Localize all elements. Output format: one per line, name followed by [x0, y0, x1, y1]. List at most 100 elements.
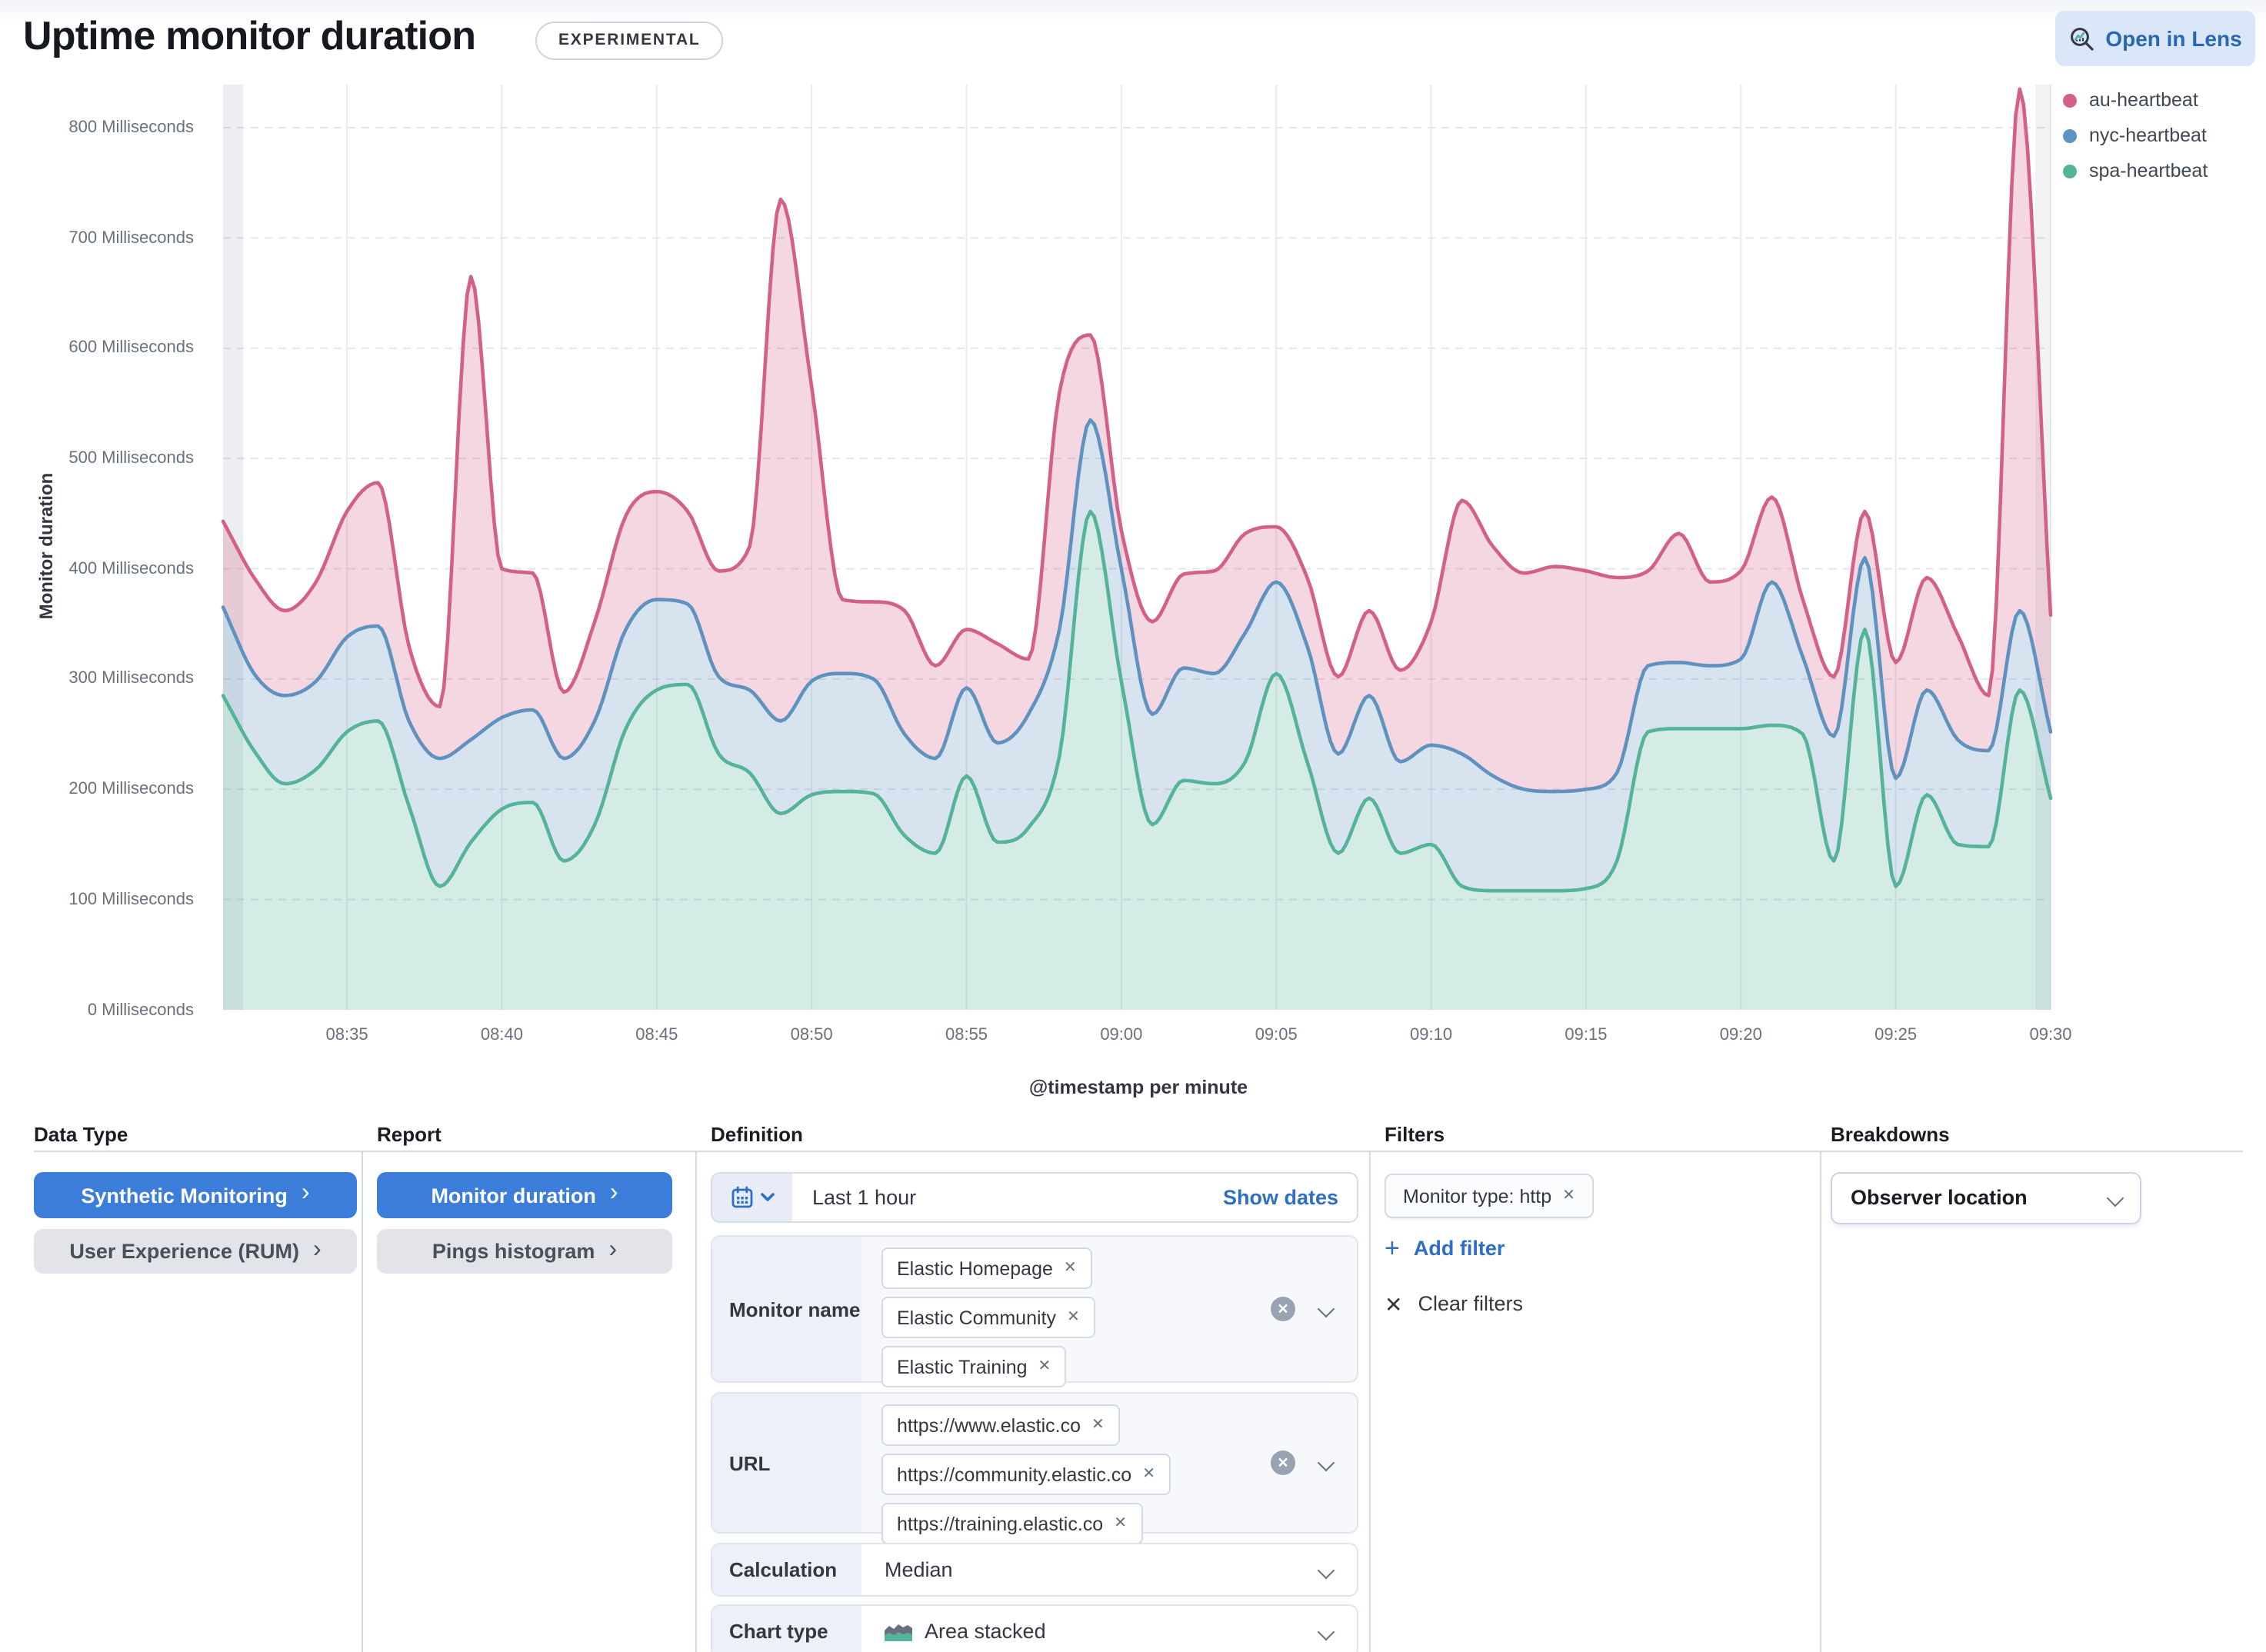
chart-type-value: Area stacked	[925, 1620, 1046, 1643]
chevron-right-icon: ›	[313, 1237, 322, 1262]
x-tick-label: 08:45	[608, 1025, 706, 1044]
legend-label: nyc-heartbeat	[2089, 125, 2207, 146]
data-type-user-experience-button[interactable]: User Experience (RUM) ›	[34, 1229, 357, 1274]
url-label: URL	[712, 1394, 861, 1532]
chevron-right-icon: ›	[610, 1181, 618, 1206]
calculation-value: Median	[885, 1544, 953, 1595]
report-header: Report	[377, 1123, 442, 1146]
chart-type-select[interactable]: Chart type Area stacked	[711, 1604, 1358, 1652]
chart-canvas[interactable]	[0, 68, 2266, 1083]
y-axis-title: Monitor duration	[35, 446, 57, 646]
column-divider	[695, 1152, 697, 1652]
calculation-label: Calculation	[712, 1544, 861, 1595]
date-picker[interactable]: Last 1 hour Show dates	[711, 1172, 1358, 1223]
badge-label: https://community.elastic.co	[897, 1464, 1131, 1485]
close-icon: ✕	[1385, 1293, 1402, 1314]
monitor-name-badge[interactable]: Elastic Training ✕	[881, 1346, 1066, 1387]
remove-badge-icon[interactable]: ✕	[1067, 1309, 1080, 1326]
legend-item-spa-heartbeat[interactable]: spa-heartbeat	[2063, 160, 2208, 182]
x-tick-label: 08:50	[762, 1025, 861, 1044]
monitor-name-combobox[interactable]: Monitor name Elastic Homepage ✕ Elastic C…	[711, 1235, 1358, 1383]
area-stacked-icon	[885, 1621, 912, 1641]
chart-legend: au-heartbeat nyc-heartbeat spa-heartbeat	[2063, 89, 2208, 182]
badge-label: https://training.elastic.co	[897, 1513, 1103, 1534]
url-combobox[interactable]: URL https://www.elastic.co ✕ https://comm…	[711, 1392, 1358, 1534]
x-tick-label: 09:30	[2001, 1025, 2100, 1044]
y-tick-label: 100 Milliseconds	[0, 891, 194, 909]
clear-selection-icon[interactable]: ✕	[1271, 1297, 1295, 1321]
uptime-duration-page: Uptime monitor duration EXPERIMENTAL Ope…	[0, 0, 2266, 1652]
remove-badge-icon[interactable]: ✕	[1091, 1417, 1105, 1434]
column-divider	[1369, 1152, 1371, 1652]
chevron-down-icon[interactable]	[1320, 1563, 1335, 1578]
url-badge[interactable]: https://training.elastic.co ✕	[881, 1503, 1142, 1544]
breakdown-select[interactable]: Observer location	[1831, 1172, 2141, 1224]
plus-icon: +	[1385, 1235, 1400, 1261]
chevron-down-icon	[2109, 1191, 2124, 1206]
x-tick-label: 09:00	[1072, 1025, 1171, 1044]
definition-header: Definition	[711, 1123, 803, 1146]
quick-select-button[interactable]	[712, 1174, 792, 1221]
x-tick-label: 09:15	[1537, 1025, 1635, 1044]
chevron-down-icon[interactable]	[1320, 1624, 1335, 1640]
show-dates-link[interactable]: Show dates	[1223, 1174, 1338, 1221]
y-tick-label: 800 Milliseconds	[0, 118, 194, 137]
chevron-down-icon[interactable]	[1320, 1455, 1335, 1470]
badge-label: https://www.elastic.co	[897, 1414, 1081, 1436]
breakdown-selected-value: Observer location	[1851, 1174, 2028, 1223]
uptime-duration-chart[interactable]: Monitor duration @timestamp per minute a…	[0, 68, 2266, 1114]
y-tick-label: 400 Milliseconds	[0, 560, 194, 578]
clear-filters-label: Clear filters	[1418, 1292, 1523, 1315]
time-range-value[interactable]: Last 1 hour	[812, 1174, 916, 1221]
remove-badge-icon[interactable]: ✕	[1064, 1260, 1077, 1277]
chart-type-label: Chart type	[712, 1606, 861, 1652]
page-title: Uptime monitor duration	[23, 12, 475, 60]
badge-label: Elastic Community	[897, 1307, 1056, 1328]
y-tick-label: 0 Milliseconds	[0, 1001, 194, 1019]
chevron-down-icon[interactable]	[1320, 1301, 1335, 1317]
remove-badge-icon[interactable]: ✕	[1142, 1466, 1155, 1483]
clear-selection-icon[interactable]: ✕	[1271, 1450, 1295, 1475]
button-label: Synthetic Monitoring	[81, 1184, 288, 1207]
remove-filter-icon[interactable]: ✕	[1562, 1187, 1575, 1204]
x-axis-title: @timestamp per minute	[677, 1077, 1600, 1098]
monitor-name-label: Monitor name	[712, 1237, 861, 1381]
x-tick-label: 08:40	[452, 1025, 551, 1044]
clear-filters-button[interactable]: ✕ Clear filters	[1385, 1292, 1523, 1315]
x-tick-label: 08:55	[918, 1025, 1016, 1044]
chevron-down-icon	[759, 1192, 775, 1203]
url-badge[interactable]: https://www.elastic.co ✕	[881, 1404, 1120, 1446]
report-pings-histogram-button[interactable]: Pings histogram ›	[377, 1229, 672, 1274]
button-label: User Experience (RUM)	[69, 1240, 299, 1263]
y-tick-label: 500 Milliseconds	[0, 449, 194, 468]
url-badge[interactable]: https://community.elastic.co ✕	[881, 1454, 1171, 1495]
open-in-lens-button[interactable]: Open in Lens	[2055, 11, 2255, 66]
add-filter-label: Add filter	[1414, 1237, 1505, 1260]
x-tick-label: 09:25	[1847, 1025, 1945, 1044]
filter-pill-monitor-type[interactable]: Monitor type: http ✕	[1385, 1174, 1594, 1218]
monitor-name-badge[interactable]: Elastic Community ✕	[881, 1297, 1095, 1338]
filter-pill-label: Monitor type: http	[1403, 1185, 1551, 1207]
add-filter-button[interactable]: + Add filter	[1385, 1235, 1505, 1261]
legend-dot-icon	[2063, 128, 2077, 142]
legend-item-nyc-heartbeat[interactable]: nyc-heartbeat	[2063, 125, 2208, 146]
remove-badge-icon[interactable]: ✕	[1038, 1358, 1051, 1375]
badge-label: Elastic Homepage	[897, 1257, 1053, 1279]
chevron-right-icon: ›	[608, 1237, 617, 1262]
legend-item-au-heartbeat[interactable]: au-heartbeat	[2063, 89, 2208, 111]
report-monitor-duration-button[interactable]: Monitor duration ›	[377, 1172, 672, 1218]
data-type-synthetic-monitoring-button[interactable]: Synthetic Monitoring ›	[34, 1172, 357, 1218]
legend-label: spa-heartbeat	[2089, 160, 2208, 182]
calculation-select[interactable]: Calculation Median	[711, 1543, 1358, 1597]
monitor-name-badge[interactable]: Elastic Homepage ✕	[881, 1247, 1092, 1289]
remove-badge-icon[interactable]: ✕	[1114, 1515, 1127, 1532]
y-tick-label: 600 Milliseconds	[0, 339, 194, 358]
calendar-icon	[730, 1186, 753, 1209]
button-label: Monitor duration	[431, 1184, 595, 1207]
experimental-badge: EXPERIMENTAL	[535, 22, 724, 60]
x-tick-label: 08:35	[298, 1025, 396, 1044]
badge-label: Elastic Training	[897, 1356, 1028, 1377]
open-in-lens-label: Open in Lens	[2105, 26, 2241, 51]
data-type-header: Data Type	[34, 1123, 128, 1146]
y-tick-label: 700 Milliseconds	[0, 228, 194, 247]
